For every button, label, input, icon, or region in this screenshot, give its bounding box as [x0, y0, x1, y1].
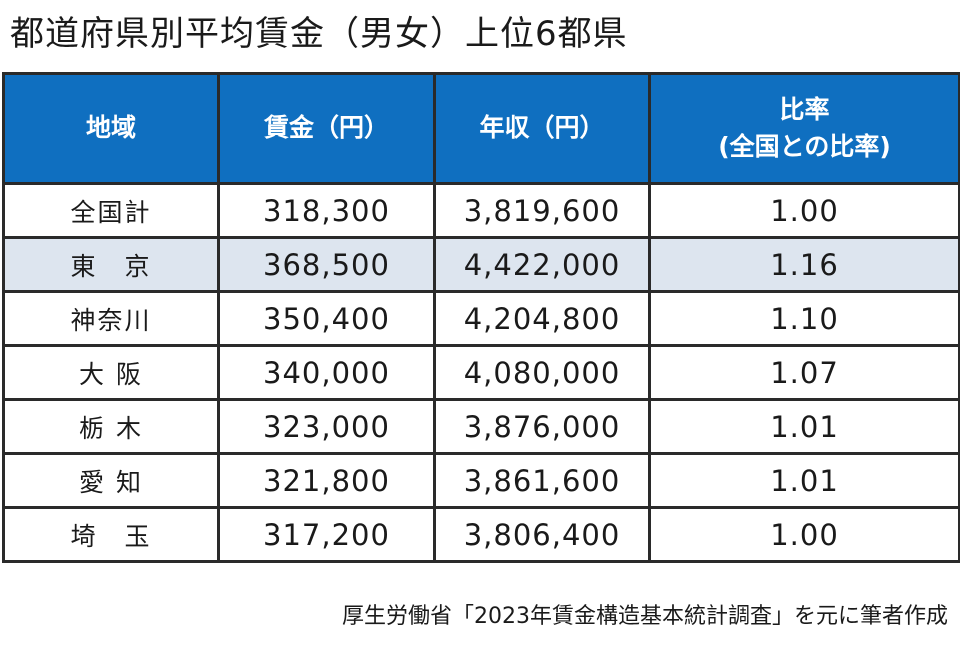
cell-annual-income: 3,819,600	[433, 182, 651, 239]
cell-annual-income: 3,806,400	[433, 506, 651, 563]
cell-region: 全国計	[2, 182, 220, 239]
cell-region: 神奈川	[2, 290, 220, 347]
cell-region: 大 阪	[2, 344, 220, 401]
cell-ratio: 1.00	[648, 506, 960, 563]
table-row: 全国計 318,300 3,819,600 1.00	[2, 182, 960, 239]
cell-wage: 321,800	[217, 452, 436, 509]
cell-ratio: 1.01	[648, 452, 960, 509]
source-note: 厚生労働省「2023年賃金構造基本統計調査」を元に筆者作成	[342, 604, 948, 629]
cell-ratio: 1.01	[648, 398, 960, 455]
cell-annual-income: 3,861,600	[433, 452, 651, 509]
cell-wage: 350,400	[217, 290, 436, 347]
cell-annual-income: 4,422,000	[433, 236, 651, 293]
cell-wage: 317,200	[217, 506, 436, 563]
cell-annual-income: 3,876,000	[433, 398, 651, 455]
page-title: 都道府県別平均賃金（男女）上位6都県	[10, 14, 628, 54]
header-region: 地域	[2, 72, 220, 185]
table-row: 愛 知 321,800 3,861,600 1.01	[2, 452, 960, 509]
table-row: 埼 玉 317,200 3,806,400 1.00	[2, 506, 960, 563]
table-row: 栃 木 323,000 3,876,000 1.01	[2, 398, 960, 455]
cell-ratio: 1.07	[648, 344, 960, 401]
cell-annual-income: 4,080,000	[433, 344, 651, 401]
header-ratio: 比率 (全国との比率)	[648, 72, 960, 185]
cell-region: 埼 玉	[2, 506, 220, 563]
table-row: 大 阪 340,000 4,080,000 1.07	[2, 344, 960, 401]
table-row: 東 京 368,500 4,422,000 1.16	[2, 236, 960, 293]
header-wage: 賃金（円）	[217, 72, 436, 185]
cell-ratio: 1.16	[648, 236, 960, 293]
cell-wage: 340,000	[217, 344, 436, 401]
wage-table: 地域 賃金（円） 年収（円） 比率 (全国との比率) 全国計 318,300 3…	[2, 72, 960, 563]
cell-region: 愛 知	[2, 452, 220, 509]
cell-wage: 323,000	[217, 398, 436, 455]
cell-ratio: 1.00	[648, 182, 960, 239]
table-row: 神奈川 350,400 4,204,800 1.10	[2, 290, 960, 347]
cell-wage: 368,500	[217, 236, 436, 293]
cell-region: 東 京	[2, 236, 220, 293]
table-header-row: 地域 賃金（円） 年収（円） 比率 (全国との比率)	[2, 72, 960, 185]
cell-wage: 318,300	[217, 182, 436, 239]
header-annual-income: 年収（円）	[433, 72, 651, 185]
header-ratio-line2: (全国との比率)	[718, 131, 891, 161]
cell-ratio: 1.10	[648, 290, 960, 347]
header-ratio-line1: 比率	[779, 95, 830, 125]
cell-region: 栃 木	[2, 398, 220, 455]
cell-annual-income: 4,204,800	[433, 290, 651, 347]
